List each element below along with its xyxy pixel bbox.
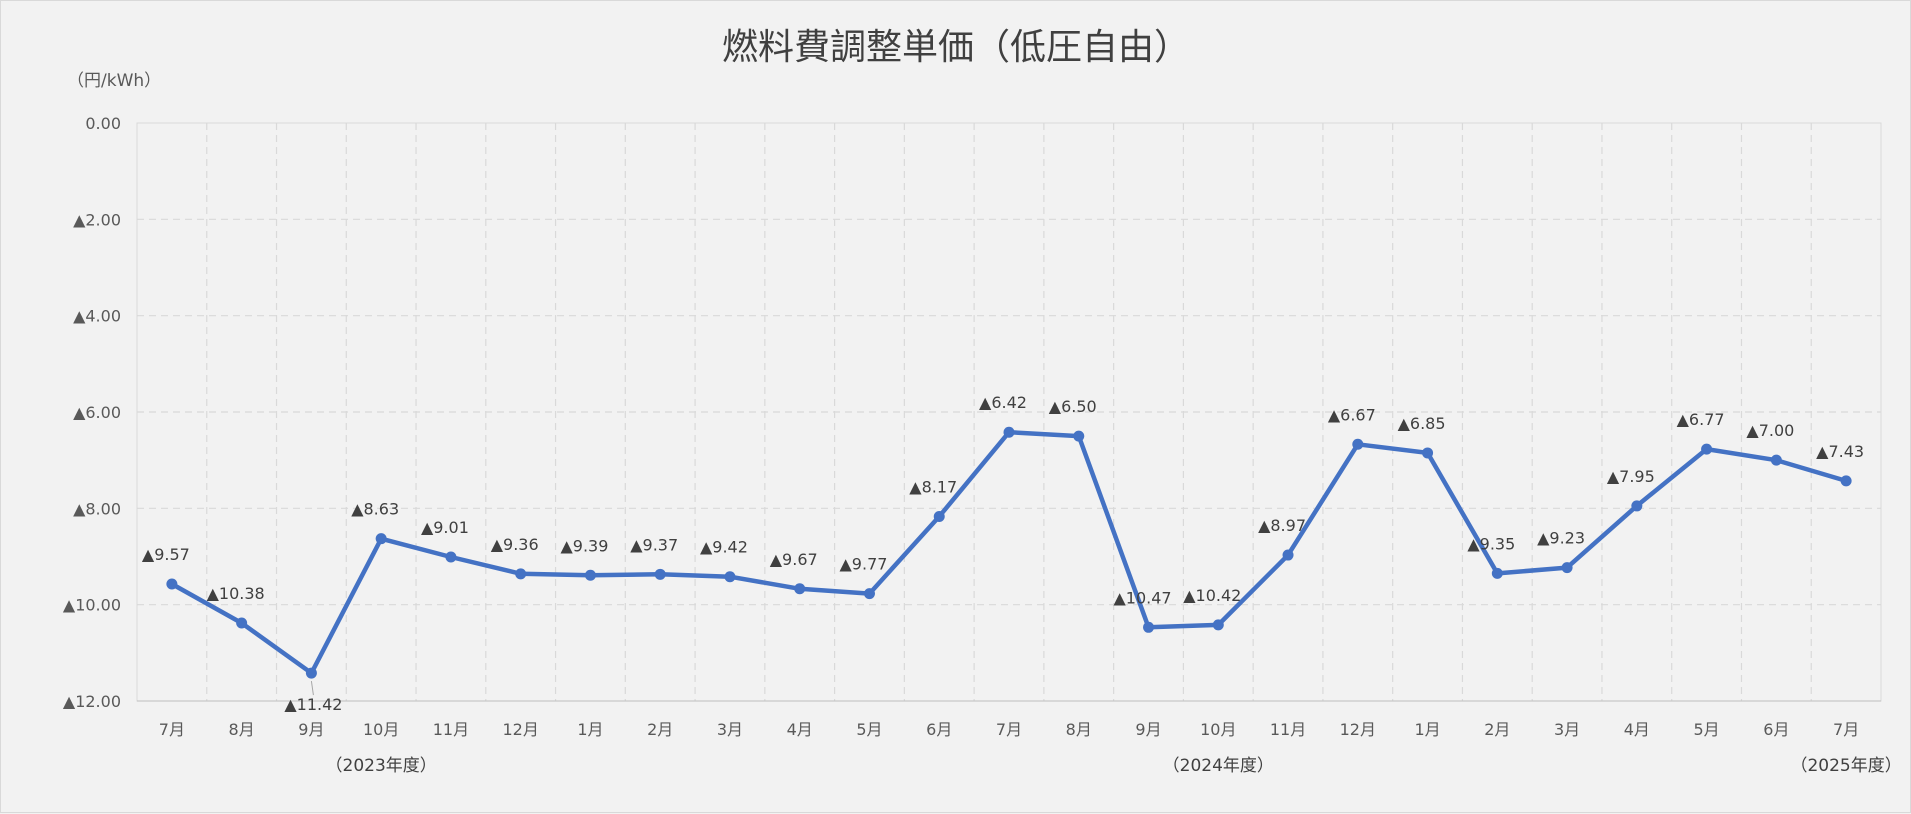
- data-point: [1631, 500, 1643, 512]
- x-tick-label: 8月: [229, 720, 255, 739]
- data-label: ▲10.42: [1183, 586, 1241, 605]
- data-point: [305, 667, 317, 679]
- data-label: ▲6.42: [979, 393, 1027, 412]
- x-tick-label: 12月: [1340, 720, 1376, 739]
- x-tick-label: 2月: [1484, 720, 1510, 739]
- data-labels: ▲9.57 ▲10.38 ▲11.42 ▲8.63 ▲9.01 ▲9.36 ▲9.39 ▲9.…: [142, 393, 1864, 714]
- fiscal-year-label: （2023年度）: [326, 756, 437, 776]
- x-tick-label: 4月: [1624, 720, 1650, 739]
- data-point: [584, 569, 596, 581]
- data-label: ▲10.38: [207, 584, 265, 603]
- data-label: ▲9.01: [421, 518, 469, 537]
- data-point: [1143, 621, 1155, 633]
- x-tick-label: 9月: [298, 720, 324, 739]
- fiscal-year-labels: （2023年度） （2024年度） （2025年度）: [326, 756, 1902, 776]
- x-tick-label: 1月: [577, 720, 603, 739]
- data-point: [1770, 454, 1782, 466]
- x-tick-label: 3月: [717, 720, 743, 739]
- data-label: ▲7.43: [1816, 442, 1864, 461]
- data-label: ▲9.57: [142, 545, 190, 564]
- data-point: [445, 551, 457, 563]
- y-tick-label: ▲6.00: [73, 403, 121, 422]
- x-tick-label: 2月: [647, 720, 673, 739]
- y-tick-label: ▲8.00: [73, 499, 121, 518]
- y-axis-unit: （円/kWh）: [67, 71, 161, 91]
- data-point: [1491, 567, 1503, 579]
- leader-line: [310, 680, 314, 696]
- data-label: ▲8.97: [1258, 516, 1306, 535]
- x-tick-label: 5月: [856, 720, 882, 739]
- y-tick-label: 0.00: [85, 114, 121, 133]
- data-point: [794, 583, 806, 595]
- data-point: [933, 511, 945, 523]
- data-label: ▲9.37: [630, 535, 678, 554]
- data-label: ▲9.39: [560, 536, 608, 555]
- x-tick-label: 10月: [363, 720, 399, 739]
- data-label: ▲10.47: [1113, 588, 1171, 607]
- data-label: ▲9.77: [840, 555, 888, 574]
- data-label: ▲6.85: [1398, 414, 1446, 433]
- x-tick-label: 7月: [996, 720, 1022, 739]
- x-tick-label: 6月: [1763, 720, 1789, 739]
- data-point: [1561, 562, 1573, 574]
- x-tick-label: 10月: [1200, 720, 1236, 739]
- data-label: ▲9.42: [700, 538, 748, 557]
- chart-title: 燃料費調整単価（低圧自由）: [722, 27, 1190, 68]
- data-label: ▲8.63: [351, 500, 399, 519]
- data-point: [1003, 426, 1015, 438]
- data-point: [236, 617, 248, 629]
- y-axis-ticks: 0.00 ▲2.00 ▲4.00 ▲6.00 ▲8.00 ▲10.00 ▲12.00: [63, 114, 121, 711]
- data-point: [515, 568, 527, 580]
- data-label: ▲9.36: [491, 535, 539, 554]
- data-point: [724, 571, 736, 583]
- data-point: [1701, 443, 1713, 455]
- x-tick-label: 7月: [159, 720, 185, 739]
- y-tick-label: ▲4.00: [73, 307, 121, 326]
- data-point: [375, 533, 387, 545]
- x-tick-label: 6月: [926, 720, 952, 739]
- data-label: ▲9.67: [770, 550, 818, 569]
- x-tick-label: 1月: [1414, 720, 1440, 739]
- data-label: ▲9.35: [1467, 534, 1515, 553]
- data-point: [1073, 430, 1085, 442]
- data-point: [654, 568, 666, 580]
- data-label: ▲6.77: [1677, 410, 1725, 429]
- x-tick-label: 11月: [433, 720, 469, 739]
- data-label: ▲6.67: [1328, 405, 1376, 424]
- x-axis-ticks: 7月 8月 9月 10月 11月 12月 1月 2月 3月 4月 5月 6月 7月 8月 9月 10月 11月 1…: [159, 720, 1859, 739]
- fiscal-year-label: （2024年度）: [1163, 756, 1274, 776]
- fiscal-year-label: （2025年度）: [1790, 756, 1901, 776]
- data-point: [1212, 619, 1224, 631]
- data-label: ▲6.50: [1049, 397, 1097, 416]
- x-tick-label: 12月: [502, 720, 538, 739]
- x-tick-label: 4月: [787, 720, 813, 739]
- x-tick-label: 5月: [1694, 720, 1720, 739]
- data-label: ▲8.17: [909, 478, 957, 497]
- data-point: [1840, 475, 1852, 487]
- y-tick-label: ▲2.00: [73, 210, 121, 229]
- data-point: [1422, 447, 1434, 459]
- data-label: ▲7.00: [1746, 421, 1794, 440]
- y-tick-label: ▲12.00: [63, 692, 121, 711]
- data-point: [1282, 549, 1294, 561]
- data-point: [1352, 438, 1364, 450]
- x-tick-label: 3月: [1554, 720, 1580, 739]
- x-tick-label: 8月: [1066, 720, 1092, 739]
- y-tick-label: ▲10.00: [63, 596, 121, 615]
- x-tick-label: 11月: [1270, 720, 1306, 739]
- data-point: [166, 578, 178, 590]
- data-point: [863, 588, 875, 600]
- data-label: ▲7.95: [1607, 467, 1655, 486]
- x-tick-label: 9月: [1135, 720, 1161, 739]
- series-fuel-adjustment: [166, 426, 1852, 679]
- data-label: ▲11.42: [284, 695, 342, 714]
- x-tick-label: 7月: [1833, 720, 1859, 739]
- data-label: ▲9.23: [1537, 529, 1585, 548]
